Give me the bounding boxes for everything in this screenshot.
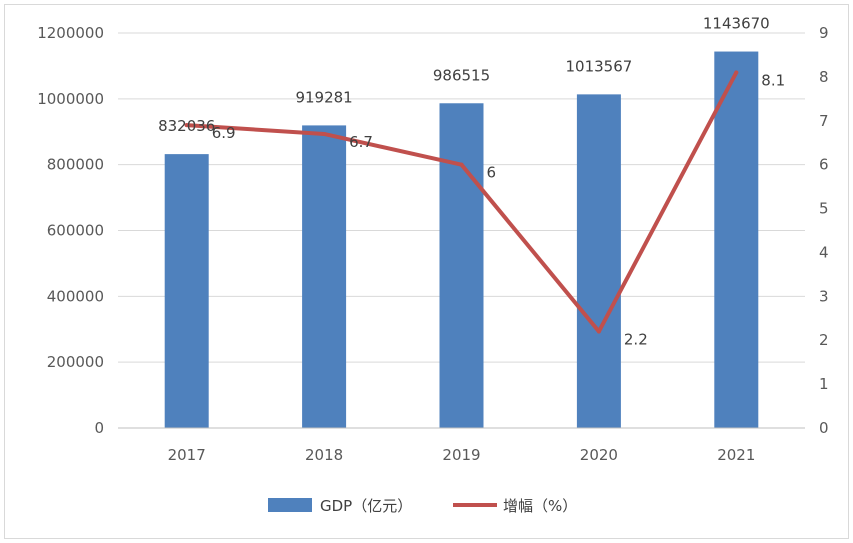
axes: 0 200000 400000 600000 800000 1000000 1200000 0… <box>37 24 828 464</box>
bar-value-label: 1013567 <box>565 57 632 75</box>
y-left-tick-label: 800000 <box>47 156 104 174</box>
line-point <box>734 70 739 75</box>
bar <box>714 51 759 428</box>
bar <box>439 103 484 428</box>
x-tick-label: 2020 <box>580 446 618 464</box>
x-tick-label: 2017 <box>168 446 206 464</box>
bar-value-label: 832036 <box>158 117 215 135</box>
bar-value-label: 1143670 <box>703 15 770 33</box>
line-value-label: 6.9 <box>212 124 236 142</box>
line-value-label: 6 <box>487 164 497 182</box>
y-right-tick-label: 0 <box>819 419 829 437</box>
y-right-tick-label: 2 <box>819 331 829 349</box>
bar <box>164 154 209 428</box>
x-tick-label: 2018 <box>305 446 343 464</box>
y-left-tick-label: 400000 <box>47 287 104 305</box>
y-right-tick-label: 9 <box>819 24 829 42</box>
y-right-tick-label: 3 <box>819 287 829 305</box>
legend-swatch-bar <box>268 498 312 512</box>
y-right-tick-label: 7 <box>819 112 829 130</box>
y-right-tick-label: 1 <box>819 375 829 393</box>
line-point <box>184 123 189 128</box>
y-left-tick-label: 1200000 <box>37 24 104 42</box>
y-right-tick-label: 8 <box>819 68 829 86</box>
line-point <box>459 162 464 167</box>
y-left-tick-label: 200000 <box>47 353 104 371</box>
legend: GDP（亿元） 增幅（%） <box>268 497 577 515</box>
y-right-tick-label: 4 <box>819 243 829 261</box>
line-point <box>596 329 601 334</box>
y-right-tick-label: 5 <box>819 200 829 218</box>
line-value-label: 2.2 <box>624 330 648 348</box>
x-tick-label: 2021 <box>717 446 755 464</box>
line-value-label: 8.1 <box>761 72 785 90</box>
bar <box>302 125 347 429</box>
line-value-label: 6.7 <box>349 133 373 151</box>
bar-value-label: 919281 <box>295 88 352 106</box>
chart-frame <box>4 4 849 539</box>
y-left-tick-label: 0 <box>94 419 104 437</box>
x-tick-label: 2019 <box>442 446 480 464</box>
bar-value-label: 986515 <box>433 66 490 84</box>
bar-series <box>164 51 759 429</box>
line-point <box>322 131 327 136</box>
y-right-tick-label: 6 <box>819 156 829 174</box>
y-left-tick-label: 1000000 <box>37 90 104 108</box>
data-labels: 832036 919281 986515 1013567 1143670 6.9 6.7 6 2… <box>158 15 785 349</box>
legend-label-bar: GDP（亿元） <box>320 497 412 515</box>
y-left-tick-label: 600000 <box>47 222 104 240</box>
bar <box>576 94 621 429</box>
legend-label-line: 增幅（%） <box>503 497 577 515</box>
line-series <box>184 70 739 334</box>
